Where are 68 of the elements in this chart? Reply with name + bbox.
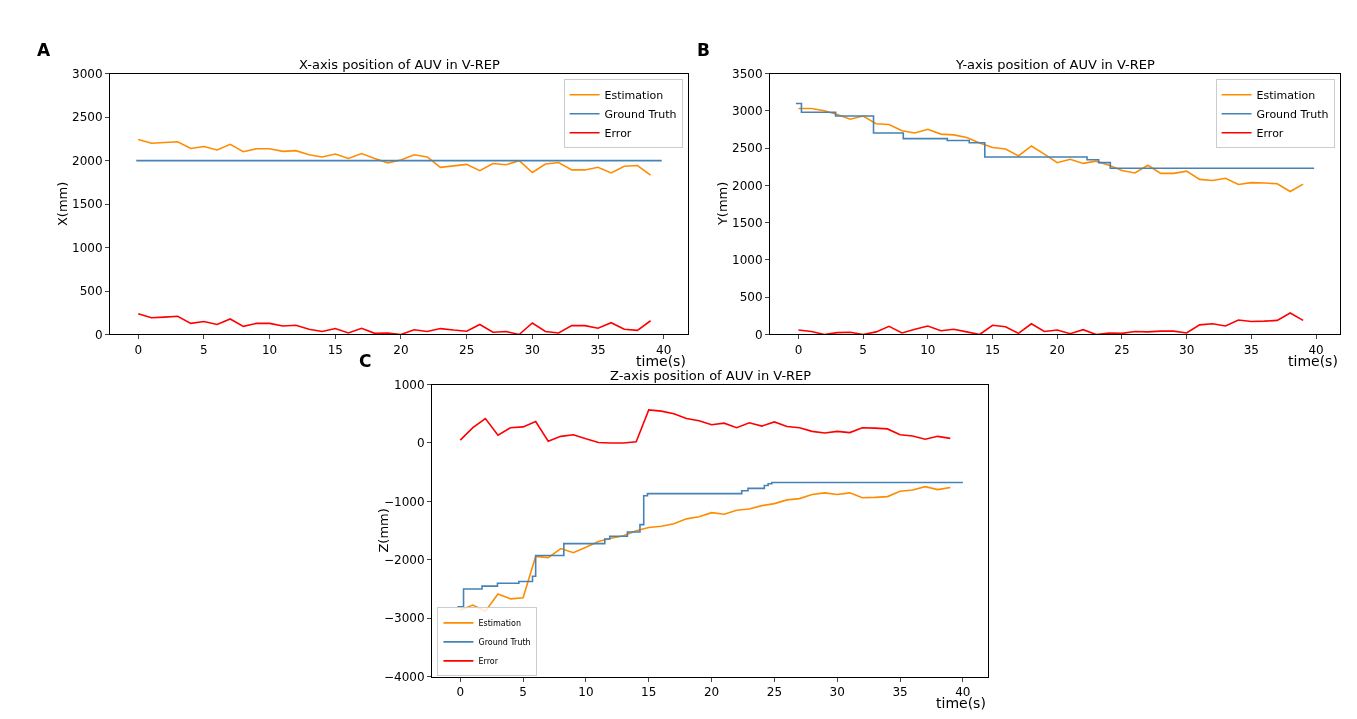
y-tick-label: 1000 [732,253,763,268]
y-tick-label: 1000 [72,240,103,255]
x-tick-label: 30 [1179,342,1195,357]
chart-title: X-axis position of AUV in V-REP [299,57,500,72]
legend-label: Error [478,656,499,666]
chart-title: Z-axis position of AUV in V-REP [610,368,812,383]
x-tick-label: 5 [859,342,867,357]
x-tick-label: 20 [703,685,720,700]
text: C [359,351,372,371]
chart-title: Y-axis position of AUV in V-REP [955,57,1156,72]
x-tick-label: 10 [261,342,278,357]
legend-label: Estimation [1256,89,1316,103]
x-tick-label: 5 [519,685,527,700]
x-tick-label: 35 [590,342,606,357]
legend-label: Error [1256,127,1284,141]
y-tick-label: −3000 [384,611,425,626]
line-series [797,312,1304,335]
text: A [37,40,51,60]
y-axis-title: X(mm) [54,181,70,227]
y-axis-title: Z(mm) [376,508,392,553]
y-tick-label: 0 [754,327,763,342]
y-tick-label: 1000 [394,377,425,392]
y-tick-label: 1500 [72,197,103,212]
x-tick-label: 0 [794,342,803,357]
x-tick-label: 35 [1243,342,1259,357]
x-tick-label: 35 [892,685,908,700]
x-tick-label: 25 [459,342,475,357]
x-tick-label: 20 [393,342,409,357]
x-tick-label: 0 [134,342,143,357]
y-tick-label: 2500 [72,110,103,125]
y-tick-label: 0 [416,436,425,451]
text: B [697,40,710,60]
x-tick-label: 5 [200,342,208,357]
line-series [137,138,652,176]
x-tick-label: 25 [766,685,783,700]
y-tick-label: −2000 [384,553,425,568]
x-tick-label: 30 [829,685,845,700]
y-tick-label: 3000 [732,104,763,119]
legend-label: Error [604,127,632,141]
legend-label: Ground Truth [478,637,531,647]
x-tick-label: 10 [920,342,936,357]
y-tick-label: 3000 [72,66,103,81]
y-tick-label: 1500 [732,215,763,230]
x-tick-label: 10 [578,685,594,700]
x-axis-title: time(s) [936,695,986,711]
x-tick-label: 30 [524,342,540,357]
x-tick-label: 20 [1049,342,1065,357]
y-tick-label: −4000 [384,669,425,684]
legend-label: Estimation [604,89,664,103]
y-tick-label: 2000 [732,178,763,193]
x-tick-label: 0 [456,685,465,700]
y-tick-label: 2500 [732,141,763,156]
x-tick-label: 15 [327,342,343,357]
x-tick-label: 25 [1114,342,1130,357]
y-tick-label: −1000 [384,494,425,509]
line-series [137,312,652,335]
legend-label: Ground Truth [604,108,677,122]
line-series [459,409,952,444]
y-tick-label: 2000 [72,153,103,168]
legend-label: Ground Truth [1256,108,1329,122]
x-tick-label: 15 [984,342,1001,357]
y-tick-label: 0 [94,327,103,342]
x-tick-label: 15 [641,685,657,700]
legend-label: Estimation [478,618,522,628]
y-tick-label: 500 [79,284,103,299]
y-tick-label: 500 [739,290,763,305]
y-axis-title: Y(mm) [714,181,730,227]
y-tick-label: 3500 [732,66,763,81]
